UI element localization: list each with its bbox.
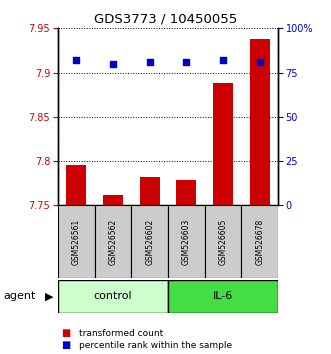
Text: transformed count: transformed count <box>79 329 164 338</box>
Bar <box>176 179 196 205</box>
Text: agent: agent <box>3 291 36 302</box>
Bar <box>58 280 168 313</box>
Bar <box>58 205 95 278</box>
Text: GSM526602: GSM526602 <box>145 218 154 265</box>
Text: control: control <box>94 291 132 302</box>
Text: GSM526603: GSM526603 <box>182 218 191 265</box>
Text: IL-6: IL-6 <box>213 291 233 302</box>
Point <box>257 59 262 65</box>
Text: percentile rank within the sample: percentile rank within the sample <box>79 341 233 350</box>
Point <box>220 57 226 63</box>
Bar <box>66 165 86 205</box>
Bar <box>95 205 131 278</box>
Text: ■: ■ <box>61 340 71 350</box>
Text: ▶: ▶ <box>45 291 53 302</box>
Bar <box>131 205 168 278</box>
Text: GSM526562: GSM526562 <box>109 218 118 265</box>
Text: GSM526678: GSM526678 <box>255 218 264 265</box>
Point <box>110 61 116 67</box>
Bar <box>205 205 241 278</box>
Text: GSM526605: GSM526605 <box>218 218 227 265</box>
Point <box>184 59 189 65</box>
Bar <box>103 195 123 205</box>
Point <box>147 59 152 65</box>
Bar <box>168 205 205 278</box>
Text: GSM526561: GSM526561 <box>72 218 81 265</box>
Text: ■: ■ <box>61 329 71 338</box>
Point <box>73 57 79 63</box>
Bar <box>250 39 270 205</box>
Bar <box>168 280 278 313</box>
Bar <box>241 205 278 278</box>
Text: GDS3773 / 10450055: GDS3773 / 10450055 <box>94 12 237 25</box>
Bar <box>140 177 160 205</box>
Bar <box>213 83 233 205</box>
